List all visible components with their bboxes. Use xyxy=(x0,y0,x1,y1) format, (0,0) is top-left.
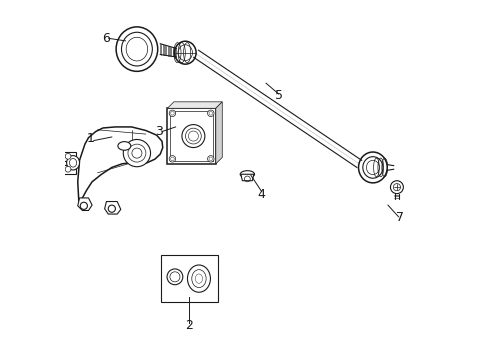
Ellipse shape xyxy=(187,265,210,292)
Ellipse shape xyxy=(240,171,254,178)
Text: 3: 3 xyxy=(155,125,163,138)
Polygon shape xyxy=(104,202,121,214)
Text: 5: 5 xyxy=(274,89,282,102)
Ellipse shape xyxy=(116,27,158,71)
Circle shape xyxy=(167,269,183,285)
Bar xyxy=(61,152,76,161)
Text: 2: 2 xyxy=(184,319,192,332)
Text: 7: 7 xyxy=(396,211,404,224)
Text: 6: 6 xyxy=(102,32,110,45)
Circle shape xyxy=(182,125,204,148)
Polygon shape xyxy=(215,102,222,164)
Circle shape xyxy=(65,166,71,172)
Circle shape xyxy=(207,110,214,117)
Polygon shape xyxy=(167,108,215,164)
Text: 1: 1 xyxy=(87,132,95,145)
Circle shape xyxy=(80,202,87,210)
Ellipse shape xyxy=(358,152,386,183)
Circle shape xyxy=(123,139,150,167)
Ellipse shape xyxy=(174,41,196,64)
Ellipse shape xyxy=(118,141,131,150)
Circle shape xyxy=(389,181,403,194)
Circle shape xyxy=(108,205,115,212)
Circle shape xyxy=(207,156,214,162)
Bar xyxy=(161,255,218,302)
Polygon shape xyxy=(167,102,222,108)
Bar xyxy=(61,165,76,174)
Circle shape xyxy=(65,153,71,159)
Ellipse shape xyxy=(66,156,80,170)
Polygon shape xyxy=(78,198,92,211)
Circle shape xyxy=(169,110,175,117)
Polygon shape xyxy=(78,127,163,202)
Circle shape xyxy=(169,156,175,162)
Polygon shape xyxy=(241,174,253,181)
Bar xyxy=(170,111,212,161)
Text: 4: 4 xyxy=(257,188,265,201)
